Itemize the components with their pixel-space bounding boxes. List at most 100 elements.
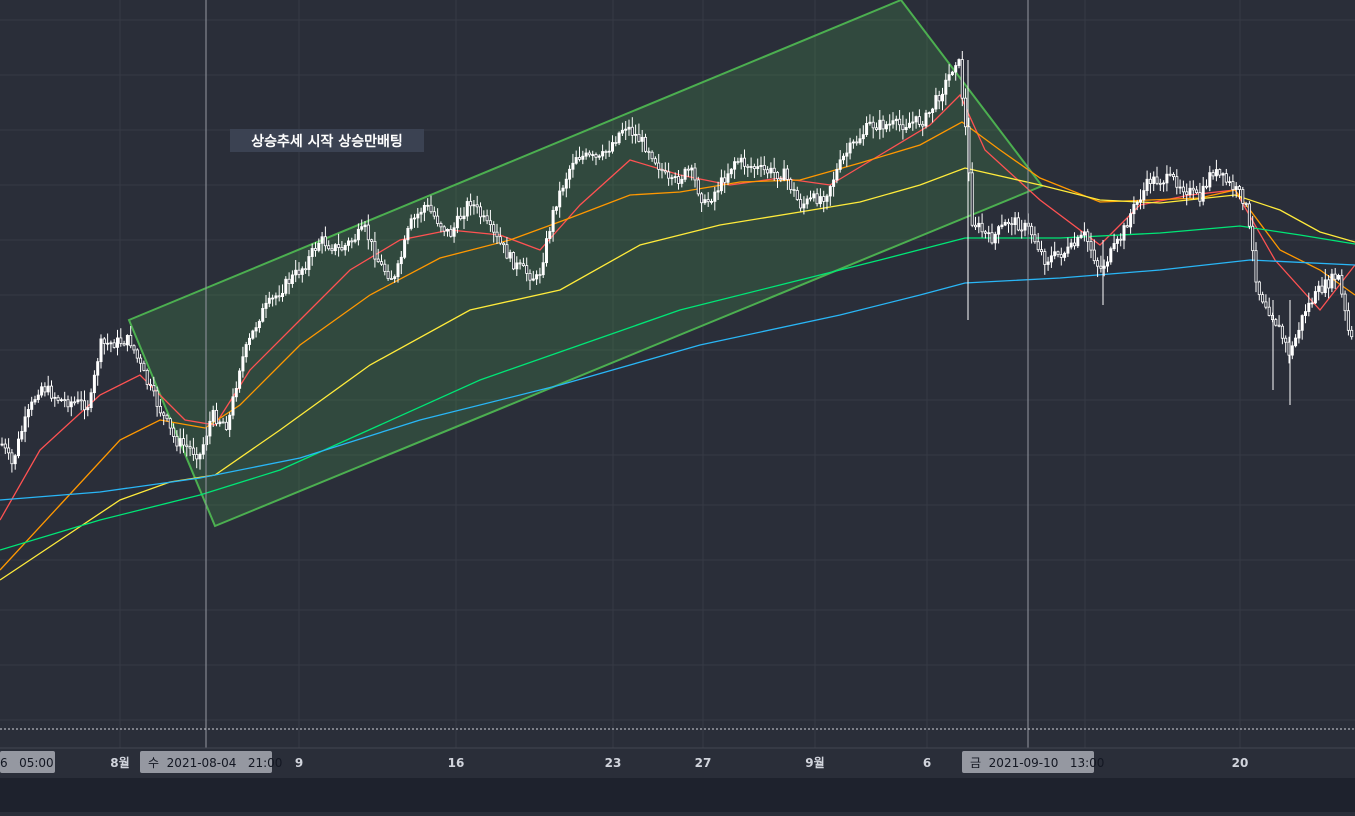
candle: [927, 111, 931, 118]
candle: [317, 238, 321, 253]
candle: [660, 163, 664, 179]
candle: [43, 382, 47, 397]
candle: [690, 164, 694, 181]
candle: [677, 169, 681, 190]
candle: [109, 340, 113, 353]
candle: [729, 167, 733, 179]
candle: [663, 162, 667, 175]
candle: [79, 391, 83, 411]
candle: [1089, 232, 1093, 259]
candle: [1297, 322, 1301, 344]
candle: [766, 166, 770, 179]
candle: [650, 150, 654, 162]
candle: [865, 116, 869, 137]
candle: [267, 291, 271, 308]
candle: [482, 210, 486, 222]
candle: [739, 154, 743, 170]
candle: [815, 188, 819, 207]
candle: [465, 197, 469, 221]
candle: [181, 428, 185, 453]
candle: [1033, 226, 1037, 244]
candle: [66, 395, 70, 413]
candle: [950, 70, 954, 76]
candle: [1185, 183, 1189, 206]
candle: [571, 153, 575, 178]
candle: [1013, 211, 1017, 235]
candle: [627, 119, 631, 136]
candle: [917, 109, 921, 128]
candle: [1320, 277, 1324, 295]
candle: [287, 272, 291, 295]
candle: [858, 128, 862, 145]
candle: [304, 261, 308, 274]
candle: [578, 146, 582, 162]
candle: [449, 225, 453, 238]
crosshair-time-label: 6 05:00: [0, 751, 55, 773]
candle: [809, 190, 813, 202]
candle: [716, 181, 720, 200]
candle: [997, 225, 1001, 244]
candle: [86, 400, 90, 417]
candle: [756, 158, 760, 175]
candle: [284, 276, 288, 296]
candle: [1076, 234, 1080, 248]
candle: [158, 399, 162, 417]
candle: [607, 140, 611, 157]
candle: [891, 112, 895, 129]
candle: [1218, 168, 1222, 179]
candle: [710, 198, 714, 205]
candle: [838, 150, 842, 173]
candle: [686, 165, 690, 177]
candle: [762, 156, 766, 175]
candle: [300, 266, 304, 283]
candle: [221, 417, 225, 424]
candle: [393, 274, 397, 283]
candle: [277, 285, 281, 302]
candle: [884, 121, 888, 133]
candle: [1267, 297, 1271, 317]
candle: [564, 172, 568, 198]
candle: [785, 165, 789, 190]
candle: [1228, 176, 1232, 187]
candle: [475, 195, 479, 214]
candle: [947, 64, 951, 87]
candle: [419, 207, 423, 223]
candle: [1000, 214, 1004, 230]
candle: [307, 249, 311, 277]
candle: [96, 357, 100, 386]
candle: [802, 196, 806, 215]
candle: [683, 166, 687, 183]
candle: [1007, 218, 1011, 233]
candle: [1020, 219, 1024, 239]
candle: [680, 174, 684, 188]
text-annotation[interactable]: 상승추세 시작 상승만배팅: [230, 129, 424, 152]
candle: [772, 157, 776, 181]
candle: [894, 115, 898, 131]
candle: [538, 267, 542, 284]
candle: [1023, 219, 1027, 237]
candle: [505, 237, 509, 260]
candle: [868, 114, 872, 126]
candle: [1092, 239, 1096, 265]
candle: [983, 229, 987, 239]
candle: [231, 388, 235, 420]
candle: [1333, 268, 1337, 290]
candle: [261, 303, 265, 323]
candle: [1188, 180, 1192, 199]
candle: [937, 90, 941, 110]
candle: [99, 334, 103, 369]
candle: [611, 135, 615, 154]
candle: [812, 190, 816, 202]
candle: [1208, 165, 1212, 192]
candle: [931, 107, 935, 123]
candle: [175, 430, 179, 452]
candle: [1294, 334, 1298, 348]
candle: [644, 133, 648, 153]
candle: [122, 340, 126, 347]
candle: [350, 237, 354, 249]
candle: [1244, 201, 1248, 207]
candle: [911, 111, 915, 131]
candle: [409, 214, 413, 231]
